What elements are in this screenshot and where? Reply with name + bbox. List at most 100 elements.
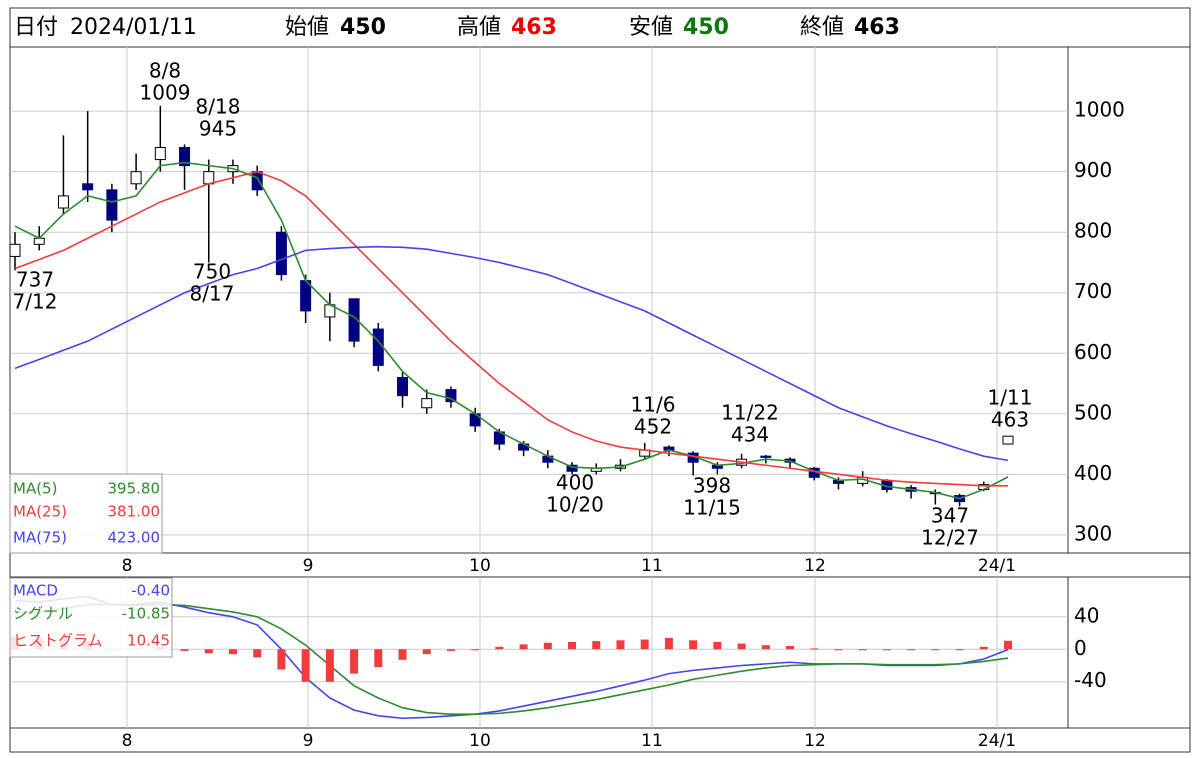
candle-body bbox=[348, 298, 360, 342]
open-label: 始値 bbox=[285, 15, 329, 40]
high-label: 高値 bbox=[457, 15, 501, 40]
histogram-bar bbox=[664, 637, 673, 650]
date-label: 日付 bbox=[14, 15, 58, 40]
histogram-bar bbox=[955, 649, 964, 651]
histogram-bar bbox=[858, 649, 867, 651]
histogram-bar bbox=[204, 649, 213, 654]
annotation: 1009 bbox=[140, 81, 191, 105]
annotation: 10/20 bbox=[546, 493, 604, 517]
candle-body bbox=[130, 171, 142, 185]
y-tick-label: 800 bbox=[1074, 219, 1112, 243]
legend-value: 395.80 bbox=[108, 480, 161, 498]
histogram-bar bbox=[228, 649, 237, 655]
histogram-bar bbox=[737, 643, 746, 650]
close-label: 終値 bbox=[800, 15, 844, 40]
histogram-bar bbox=[471, 649, 480, 651]
candle-body bbox=[57, 195, 69, 209]
legend-name: シグナル bbox=[13, 605, 73, 623]
candle-body bbox=[372, 328, 384, 366]
legend-value: -0.40 bbox=[131, 582, 170, 600]
candle-body bbox=[251, 171, 263, 191]
histogram-bar bbox=[277, 649, 286, 670]
histogram-bar bbox=[592, 641, 601, 650]
line-series bbox=[15, 603, 1009, 715]
histogram-bar bbox=[640, 639, 649, 650]
y-tick-label: 900 bbox=[1074, 158, 1112, 182]
frame bbox=[9, 7, 1191, 753]
histogram-bar bbox=[689, 640, 698, 650]
candle-body bbox=[397, 376, 409, 397]
candle-body bbox=[1002, 435, 1014, 445]
x-tick-label: 11 bbox=[641, 731, 663, 751]
histogram-bar bbox=[1004, 640, 1012, 650]
date: 2024/01/11 bbox=[70, 15, 197, 40]
y-tick-label: 1000 bbox=[1074, 98, 1125, 122]
histogram-bar bbox=[180, 649, 189, 651]
legend-name: MA(5) bbox=[13, 480, 57, 498]
histogram-bar bbox=[907, 649, 916, 651]
x-tick-label: 24/1 bbox=[978, 731, 1016, 751]
annotation: 8/8 bbox=[149, 59, 181, 83]
low: 450 bbox=[683, 15, 729, 40]
histogram-bar bbox=[810, 648, 819, 650]
annotation: 12/27 bbox=[921, 526, 979, 550]
legend-name: MA(75) bbox=[13, 529, 67, 547]
legend-name: MACD bbox=[13, 582, 58, 600]
annotation: 1/11 bbox=[988, 386, 1033, 410]
histogram-bar bbox=[495, 646, 504, 650]
y-tick-label: 600 bbox=[1074, 340, 1112, 364]
x-tick-label: 10 bbox=[469, 556, 491, 576]
legend-value: 381.00 bbox=[108, 503, 161, 521]
y-tick-label: 700 bbox=[1074, 279, 1112, 303]
histogram-bar bbox=[446, 649, 455, 651]
histogram-bar bbox=[253, 649, 262, 658]
candle-body bbox=[9, 243, 21, 257]
low-label: 安値 bbox=[629, 15, 673, 40]
y-tick-label: 0 bbox=[1074, 636, 1087, 660]
annotation: 737 bbox=[16, 268, 54, 292]
candle-body bbox=[82, 183, 94, 191]
histogram-bar bbox=[325, 649, 334, 682]
annotation: 7/12 bbox=[13, 290, 58, 314]
histogram-bar bbox=[350, 649, 359, 674]
legend-value: -10.85 bbox=[122, 605, 170, 623]
candle-body bbox=[275, 231, 287, 276]
high: 463 bbox=[511, 15, 557, 40]
candle-body bbox=[33, 237, 45, 245]
x-tick-label: 8 bbox=[122, 556, 133, 576]
legend-box bbox=[9, 473, 163, 554]
x-tick-label: 10 bbox=[469, 731, 491, 751]
x-tick-label: 9 bbox=[303, 731, 314, 751]
histogram-bar bbox=[882, 649, 891, 651]
open: 450 bbox=[340, 15, 386, 40]
annotation: 452 bbox=[634, 415, 672, 439]
x-tick-label: 8 bbox=[122, 731, 133, 751]
histogram-bar bbox=[422, 649, 431, 655]
candle-body bbox=[179, 146, 191, 167]
histogram-bar bbox=[713, 641, 722, 650]
y-tick-label: -40 bbox=[1074, 668, 1107, 692]
annotation: 945 bbox=[199, 117, 237, 141]
y-tick-label: 40 bbox=[1074, 603, 1099, 627]
y-tick-label: 500 bbox=[1074, 400, 1112, 424]
line-series bbox=[14, 245, 1009, 462]
histogram-bar bbox=[301, 649, 310, 682]
close: 463 bbox=[854, 15, 900, 40]
annotation: 11/22 bbox=[721, 401, 779, 425]
x-tick-label: 11 bbox=[641, 556, 663, 576]
candle-body bbox=[566, 464, 578, 472]
legend-value: 10.45 bbox=[127, 632, 170, 650]
annotation: 434 bbox=[731, 423, 769, 447]
x-tick-label: 9 bbox=[303, 556, 314, 576]
legend-box bbox=[9, 577, 173, 658]
candle-body bbox=[203, 171, 215, 185]
histogram-bar bbox=[568, 641, 577, 650]
histogram-bar bbox=[616, 640, 625, 650]
histogram-bar bbox=[398, 649, 407, 660]
x-tick-label: 12 bbox=[804, 556, 826, 576]
y-tick-label: 300 bbox=[1074, 521, 1112, 545]
annotation: 463 bbox=[991, 408, 1029, 432]
histogram-bar bbox=[374, 649, 383, 668]
annotation: 400 bbox=[556, 471, 594, 495]
annotation: 750 bbox=[193, 260, 231, 284]
